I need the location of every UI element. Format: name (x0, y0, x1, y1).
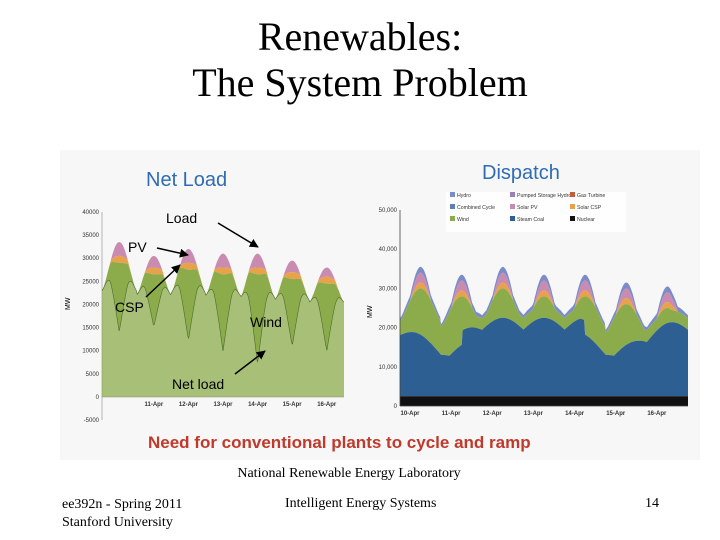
dispatch-legend-swatch (510, 216, 515, 221)
dispatch-xtick: 11-Apr (442, 411, 461, 417)
net-load-ytick: 15000 (82, 326, 99, 332)
net-load-pv-area (102, 242, 344, 303)
net-load-areas (101, 242, 345, 397)
arrow-csp (145, 264, 181, 298)
net-load-ytick: 20000 (82, 302, 99, 308)
dispatch-xtick: 14-Apr (565, 411, 585, 417)
dispatch-xtick: 15-Apr (606, 411, 626, 417)
dispatch-xtick: 12-Apr (483, 411, 503, 417)
page-number: 14 (645, 496, 659, 511)
dispatch-legend-label: Combined Cycle (457, 205, 495, 211)
dispatch-legend-label: Solar CSP (577, 205, 602, 211)
net-load-xtick: 12-Apr (179, 402, 199, 408)
dispatch-legend-swatch (570, 192, 575, 197)
dispatch-wind-area (400, 288, 688, 356)
net-load-ytick: -5000 (84, 418, 100, 424)
net-load-xtick: 16-Apr (317, 402, 337, 408)
caption: Need for conventional plants to cycle an… (148, 433, 531, 452)
dispatch-legend-label: Hydro (457, 193, 471, 199)
dispatch-legend-label: Steam Coal (517, 217, 544, 223)
annotation-pv: PV (128, 239, 147, 255)
dispatch-pv-area (400, 272, 688, 333)
arrow-net-load (234, 350, 266, 375)
dispatch-areas (400, 266, 688, 406)
dispatch-ticks: 0 10,000 20,000 30,000 40,000 50,000 10-Apr 11-… (379, 208, 667, 417)
dispatch-xtick: 10-Apr (400, 411, 420, 417)
dispatch-legend-swatch (450, 216, 455, 221)
dispatch-legend-swatch (450, 192, 455, 197)
dispatch-legend: Hydro Pumped Storage Hydro Gas Turbine Comb… (446, 192, 626, 232)
figure: Net Load -5000 0 5000 10000 15000 20000 25000 3… (60, 150, 700, 460)
dispatch-ylabel: MW (367, 305, 374, 318)
dispatch-axes (399, 210, 688, 407)
slide-title-line2: The System Problem (192, 60, 528, 105)
dispatch-legend-swatch (570, 204, 575, 209)
net-load-xtick: 13-Apr (213, 402, 233, 408)
dispatch-ytick: 10,000 (379, 365, 398, 371)
net-load-xtick: 15-Apr (283, 402, 303, 408)
net-load-net-area (102, 280, 344, 397)
net-load-ytick: 5000 (86, 372, 100, 378)
net-load-chart-title: Net Load (146, 169, 227, 191)
net-load-wind-area (102, 262, 344, 363)
net-load-ytick: 40000 (82, 210, 99, 216)
dispatch-ytick: 20,000 (379, 326, 398, 332)
annotation-net-load: Net load (172, 376, 224, 392)
net-load-ytick: 30000 (82, 256, 99, 262)
dispatch-ytick: 0 (394, 404, 398, 410)
footer-course: ee392n - Spring 2011 (62, 497, 183, 512)
credit: National Renewable Energy Laboratory (237, 466, 461, 481)
arrow-load (217, 222, 259, 248)
dispatch-xtick: 13-Apr (524, 411, 544, 417)
net-load-ticks: -5000 0 5000 10000 15000 20000 25000 30000 35000… (82, 210, 337, 424)
dispatch-legend-label: Nuclear (577, 217, 595, 223)
annotation-wind: Wind (250, 314, 282, 330)
dispatch-ytick: 30,000 (379, 286, 398, 292)
dispatch-hydro-area (400, 266, 688, 333)
dispatch-csp-area (400, 282, 688, 333)
dispatch-legend-swatch (510, 192, 515, 197)
dispatch-legend-label: Pumped Storage Hydro (517, 193, 571, 199)
annotation-csp: CSP (115, 299, 144, 315)
net-load-ytick: 35000 (82, 233, 99, 239)
dispatch-coal-area (400, 317, 688, 397)
dispatch-ytick: 50,000 (379, 208, 398, 214)
dispatch-chart-title: Dispatch (482, 162, 560, 184)
dispatch-legend-label: Wind (457, 217, 469, 223)
slide-title-line1: Renewables: (257, 14, 463, 59)
net-load-ytick: 25000 (82, 279, 99, 285)
dispatch-nuclear-area (400, 396, 688, 406)
net-load-ylabel: MW (65, 297, 72, 310)
net-load-xtick: 11-Apr (145, 402, 164, 408)
dispatch-legend-box (446, 192, 626, 232)
arrow-pv (156, 247, 189, 258)
net-load-ytick: 0 (96, 395, 100, 401)
net-load-line (101, 279, 345, 363)
net-load-xtick: 14-Apr (248, 402, 268, 408)
footer-center: Intelligent Energy Systems (285, 496, 437, 511)
dispatch-xtick: 16-Apr (647, 411, 667, 417)
dispatch-legend-label: Solar PV (517, 205, 538, 211)
dispatch-legend-swatch (450, 204, 455, 209)
dispatch-legend-swatch (510, 204, 515, 209)
net-load-annotations: Load PV CSP Wind Net load (115, 210, 282, 392)
annotation-load: Load (166, 210, 197, 226)
dispatch-legend-label: Gas Turbine (577, 193, 605, 199)
dispatch-ytick: 40,000 (379, 247, 398, 253)
footer-left: ee392n - Spring 2011 Stanford University (62, 496, 182, 532)
dispatch-legend-swatch (570, 216, 575, 221)
net-load-ytick: 10000 (82, 349, 99, 355)
footer-university: Stanford University (62, 515, 173, 530)
